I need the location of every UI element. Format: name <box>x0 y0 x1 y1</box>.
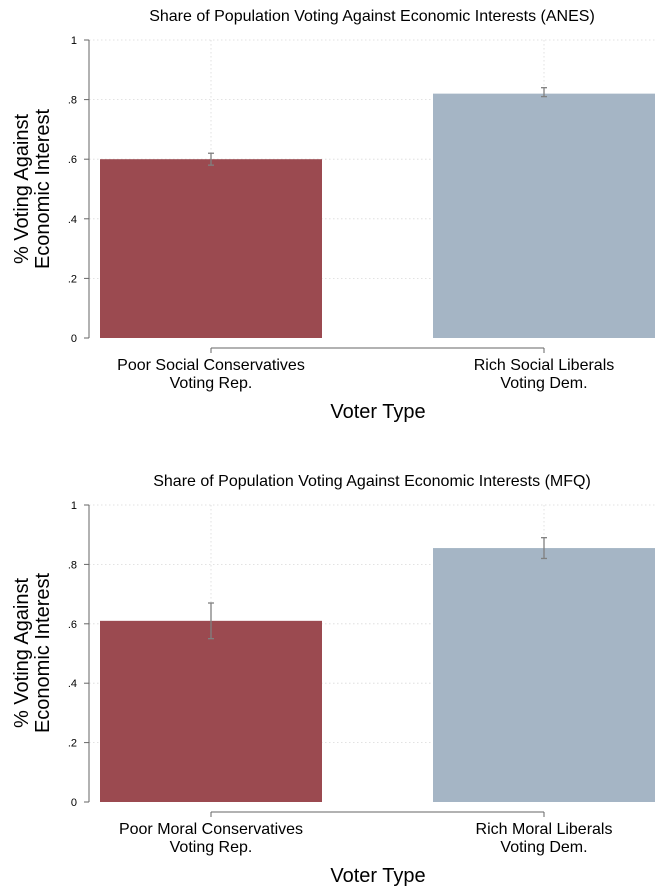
y-tick-label: 1 <box>71 500 77 512</box>
y-tick-label: .4 <box>68 214 77 226</box>
y-axis-label: % Voting Against <box>11 578 33 729</box>
bar-2 <box>433 548 655 802</box>
x-tick-label: Voting Rep. <box>170 375 253 392</box>
y-tick-label: .6 <box>68 619 77 631</box>
error-bar-1 <box>208 602 214 640</box>
error-bar-1 <box>208 152 214 166</box>
y-tick-label: .2 <box>68 273 77 285</box>
error-bar-2 <box>541 87 547 98</box>
chart-title: Share of Population Voting Against Econo… <box>149 8 595 25</box>
y-axis-label: Economic Interest <box>32 573 54 734</box>
x-tick-label: Poor Moral Conservatives <box>119 821 303 838</box>
x-tick-label: Voting Rep. <box>170 839 253 856</box>
bar-2 <box>433 93 655 338</box>
y-tick-label: .8 <box>68 559 77 571</box>
chart-panel-1: Share of Population Voting Against Econo… <box>11 8 656 423</box>
error-bar-2 <box>541 537 547 560</box>
y-tick-label: 0 <box>71 797 77 809</box>
y-axis-label: % Voting Against <box>11 114 33 265</box>
bar-1 <box>100 159 322 338</box>
y-axis-label: Economic Interest <box>32 109 54 270</box>
x-tick-label: Voting Dem. <box>500 375 587 392</box>
y-tick-label: 0 <box>71 333 77 345</box>
bar-1 <box>100 620 322 802</box>
x-tick-label: Rich Social Liberals <box>474 357 615 374</box>
y-tick-label: .2 <box>68 738 77 750</box>
y-tick-label: .8 <box>68 95 77 107</box>
y-tick-label: .4 <box>68 678 77 690</box>
x-tick-label: Poor Social Conservatives <box>117 357 305 374</box>
chart-title: Share of Population Voting Against Econo… <box>153 473 591 490</box>
x-axis-label: Voter Type <box>330 865 425 887</box>
x-tick-label: Rich Moral Liberals <box>476 821 613 838</box>
x-tick-label: Voting Dem. <box>500 839 587 856</box>
y-tick-label: 1 <box>71 35 77 47</box>
x-axis-label: Voter Type <box>330 401 425 423</box>
y-tick-label: .6 <box>68 154 77 166</box>
chart-panel-2: Share of Population Voting Against Econo… <box>11 473 656 887</box>
